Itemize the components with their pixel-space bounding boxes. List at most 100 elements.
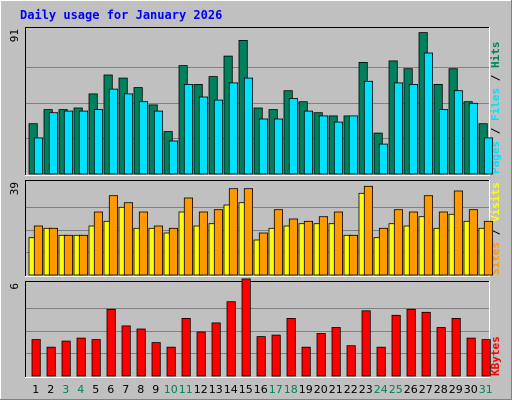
bar-sites-day-4 — [78, 234, 89, 276]
legend-part: / — [489, 68, 502, 88]
x-tick-label: 26 — [404, 383, 418, 396]
bar-kbytes-day-14 — [226, 301, 236, 377]
bar-files-day-26 — [408, 84, 418, 175]
x-tick-label: 3 — [62, 383, 69, 396]
bar-files-day-5 — [93, 109, 104, 175]
bar-files-day-15 — [243, 77, 254, 175]
bar-files-day-11 — [183, 84, 194, 175]
bar-files-day-6 — [108, 88, 119, 175]
bar-files-day-31 — [483, 137, 493, 175]
bar-files-day-13 — [213, 99, 224, 175]
bar-sites-day-19 — [303, 220, 313, 276]
legend-label: KBytes — [489, 336, 502, 376]
x-tick-label: 22 — [344, 383, 358, 396]
bar-sites-day-22 — [348, 234, 358, 276]
legend-part: / — [489, 121, 502, 141]
x-tick-label: 28 — [434, 383, 448, 396]
bar-files-day-21 — [333, 121, 343, 175]
bar-files-day-14 — [228, 82, 239, 175]
bar-kbytes-day-13 — [211, 322, 221, 377]
bar-kbytes-day-8 — [136, 328, 146, 377]
bar-kbytes-day-28 — [436, 327, 446, 377]
x-tick-label: 20 — [314, 383, 328, 396]
x-tick-label: 27 — [419, 383, 433, 396]
bar-files-day-10 — [168, 140, 179, 175]
bar-files-day-16 — [258, 118, 268, 175]
x-tick-label: 31 — [479, 383, 493, 396]
bar-kbytes-day-23 — [361, 310, 371, 377]
x-tick-label: 21 — [329, 383, 343, 396]
bar-sites-day-10 — [168, 227, 179, 276]
bar-sites-day-12 — [198, 211, 209, 276]
bar-kbytes-day-19 — [301, 346, 311, 377]
bar-kbytes-day-2 — [46, 346, 56, 377]
bar-kbytes-day-1 — [31, 339, 41, 377]
bar-kbytes-day-30 — [466, 337, 476, 377]
bar-sites-day-7 — [123, 202, 134, 276]
bar-files-day-23 — [363, 80, 373, 175]
bar-kbytes-day-20 — [316, 333, 326, 377]
bar-files-day-22 — [348, 115, 358, 175]
bar-kbytes-day-4 — [76, 337, 86, 377]
bar-sites-day-28 — [438, 211, 448, 276]
x-tick-label: 7 — [122, 383, 129, 396]
x-tick-label: 18 — [284, 383, 298, 396]
bar-sites-day-17 — [273, 209, 283, 276]
bar-sites-day-15 — [243, 188, 254, 276]
x-tick-label: 5 — [92, 383, 99, 396]
bar-sites-day-14 — [228, 188, 239, 276]
x-tick-label: 1 — [32, 383, 39, 396]
bar-kbytes-day-22 — [346, 345, 356, 377]
bar-sites-day-16 — [258, 232, 268, 276]
bar-sites-day-20 — [318, 216, 328, 276]
bar-files-day-7 — [123, 93, 134, 175]
chart-title: Daily usage for January 2026 — [20, 8, 222, 22]
bar-sites-day-2 — [48, 227, 58, 276]
legend-part: KBytes — [489, 336, 502, 376]
x-tick-label: 17 — [269, 383, 283, 396]
x-tick-label: 6 — [107, 383, 114, 396]
x-tick-label: 9 — [152, 383, 159, 396]
x-tick-label: 24 — [374, 383, 388, 396]
bar-sites-day-5 — [93, 211, 104, 276]
bar-sites-day-25 — [393, 209, 403, 276]
x-tick-label: 10 — [164, 383, 178, 396]
legend-part: Hits — [489, 42, 502, 69]
bar-kbytes-day-16 — [256, 336, 266, 377]
bar-kbytes-day-18 — [286, 317, 296, 377]
bar-files-day-3 — [63, 110, 74, 175]
bar-kbytes-day-7 — [121, 325, 131, 377]
bar-files-day-24 — [378, 143, 388, 175]
bar-sites-day-3 — [63, 234, 74, 276]
bar-kbytes-day-6 — [106, 308, 116, 377]
x-tick-label: 30 — [464, 383, 478, 396]
bar-sites-day-8 — [138, 211, 149, 276]
bar-kbytes-day-9 — [151, 342, 161, 377]
x-tick-label: 13 — [209, 383, 223, 396]
x-tick-label: 16 — [254, 383, 268, 396]
bar-files-day-12 — [198, 96, 209, 175]
bar-sites-day-13 — [213, 209, 224, 276]
x-axis: 1 2 3 4 5 6 7 8 9 10 11 12 13 14 15 16 17 18 19 20 21 22 23 24 2… — [32, 383, 493, 396]
bar-sites-day-30 — [468, 209, 478, 276]
bar-sites-day-21 — [333, 211, 343, 276]
x-tick-label: 4 — [77, 383, 84, 396]
bar-sites-day-6 — [108, 195, 119, 276]
x-tick-label: 11 — [179, 383, 193, 396]
bar-files-day-2 — [48, 112, 58, 175]
bar-kbytes-day-3 — [61, 340, 71, 377]
bar-files-day-28 — [438, 109, 448, 175]
bar-files-day-25 — [393, 82, 403, 175]
x-tick-label: 2 — [47, 383, 54, 396]
x-tick-label: 25 — [389, 383, 403, 396]
bar-files-day-8 — [138, 101, 149, 175]
bar-sites-day-18 — [288, 218, 298, 276]
panel-kbytes: 6 KBytes — [8, 278, 502, 378]
x-tick-label: 8 — [137, 383, 144, 396]
bar-kbytes-day-31 — [481, 339, 491, 377]
bar-files-day-9 — [153, 110, 164, 175]
x-tick-label: 15 — [239, 383, 253, 396]
